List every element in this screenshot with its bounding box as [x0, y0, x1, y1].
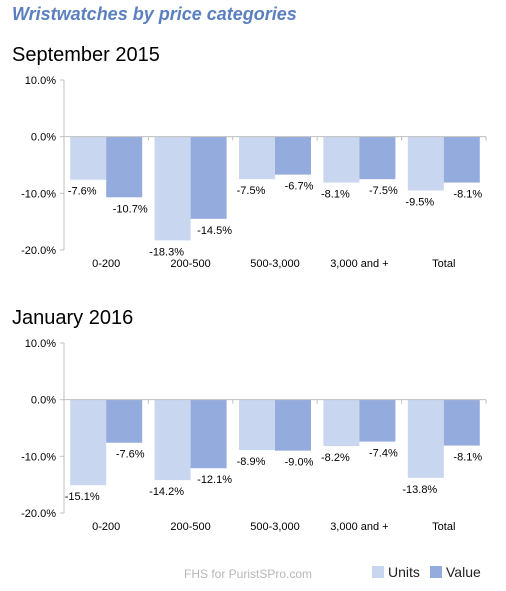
data-label: -8.1% [453, 452, 482, 464]
credit-text: FHS for PuristSPro.com [184, 567, 313, 581]
bar-value-3-000-and- [359, 399, 396, 442]
category-label: 200-500 [170, 258, 210, 270]
bar-value-500-3-000 [275, 136, 311, 175]
data-label: -8.1% [453, 189, 482, 201]
chart-september-2015: 10.0% 0.0% -10.0% -20.0% -7.6% -10.7% 0-200 -18… [21, 75, 487, 270]
category-label: 0-200 [92, 258, 120, 270]
data-label: -6.7% [285, 181, 314, 193]
legend-units-label: Units [388, 564, 420, 580]
bar-value-500-3-000 [275, 399, 311, 451]
data-label: -18.3% [149, 246, 184, 258]
legend-units: Units [372, 564, 420, 580]
category-label: 500-3,000 [250, 521, 300, 533]
category-label: 3,000 and + [330, 521, 388, 533]
bar-value-0-200 [106, 136, 143, 198]
bar-units-3-000-and- [323, 136, 360, 183]
data-label: -14.5% [197, 225, 232, 237]
data-label: -8.2% [321, 452, 350, 464]
bar-units-0-200 [70, 136, 107, 180]
y-tick-label: 0.0% [31, 132, 56, 144]
category-label: Total [432, 521, 455, 533]
category-label: 3,000 and + [330, 258, 388, 270]
category-label: 500-3,000 [250, 258, 300, 270]
data-label: -13.8% [402, 484, 437, 496]
bar-units-500-3-000 [239, 136, 275, 180]
y-tick-label: -10.0% [21, 188, 56, 200]
data-label: -9.0% [285, 457, 314, 469]
y-tick-label: 0.0% [31, 395, 56, 407]
bar-units-total [407, 399, 444, 478]
bar-units-0-200 [70, 399, 107, 486]
data-label: -7.5% [237, 185, 266, 197]
data-label: -7.6% [116, 449, 145, 461]
category-label: Total [432, 258, 455, 270]
legend-units-swatch [372, 566, 384, 578]
data-label: -7.6% [68, 186, 97, 198]
data-label: -9.5% [405, 197, 434, 209]
category-label: 0-200 [92, 521, 120, 533]
y-tick-label: -10.0% [21, 451, 56, 463]
bar-value-200-500 [190, 399, 227, 469]
page-title: Wristwatches by price categories [12, 4, 297, 24]
data-label: -7.5% [369, 185, 398, 197]
data-label: -8.1% [321, 189, 350, 201]
data-label: -15.1% [65, 491, 100, 503]
category-label: 200-500 [170, 521, 210, 533]
legend-value-swatch [430, 566, 442, 578]
chart-title-january-2016: January 2016 [12, 307, 134, 329]
bar-units-3-000-and- [323, 399, 360, 447]
bar-units-500-3-000 [239, 399, 275, 451]
bar-units-200-500 [154, 136, 191, 241]
bar-value-200-500 [190, 136, 227, 219]
chart-title-september-2015: September 2015 [12, 44, 160, 66]
legend-value: Value [430, 564, 481, 580]
chart-january-2016: 10.0% 0.0% -10.0% -20.0% -15.1% -7.6% 0-200 -14… [21, 338, 487, 533]
y-tick-label: -20.0% [21, 508, 56, 520]
bar-value-total [443, 399, 480, 446]
data-label: -12.1% [197, 474, 232, 486]
data-label: -8.9% [237, 456, 266, 468]
data-label: -7.4% [369, 448, 398, 460]
data-label: -10.7% [113, 203, 148, 215]
y-tick-label: -20.0% [21, 245, 56, 257]
bar-value-total [443, 136, 480, 183]
bar-value-0-200 [106, 399, 143, 443]
data-label: -14.2% [149, 486, 184, 498]
bar-value-3-000-and- [359, 136, 396, 180]
bar-units-total [407, 136, 444, 191]
y-tick-label: 10.0% [25, 75, 56, 87]
bar-units-200-500 [154, 399, 191, 481]
legend-value-label: Value [446, 564, 481, 580]
y-tick-label: 10.0% [25, 338, 56, 350]
